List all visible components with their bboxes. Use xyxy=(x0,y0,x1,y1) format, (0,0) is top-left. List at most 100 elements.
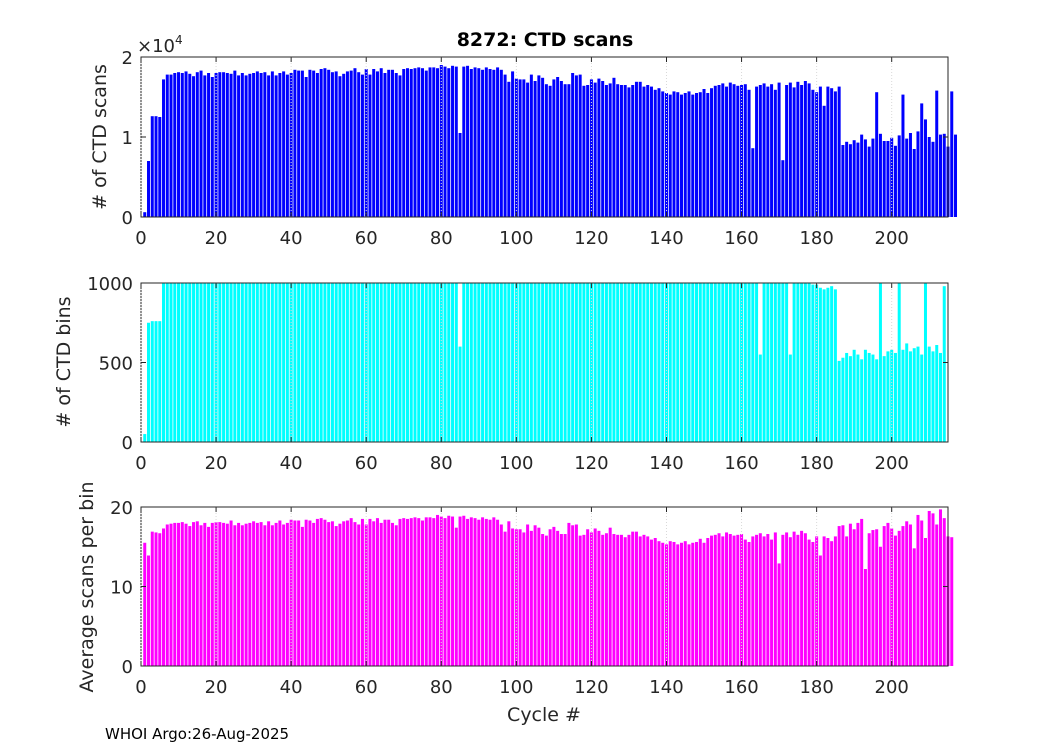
bar xyxy=(856,354,860,442)
bar xyxy=(390,522,394,666)
bar xyxy=(229,283,233,442)
bar xyxy=(387,283,391,442)
bar xyxy=(285,283,289,442)
bar xyxy=(248,283,252,442)
bar xyxy=(383,519,387,666)
y-tick-label: 1000 xyxy=(87,274,133,295)
bar xyxy=(623,537,627,666)
bar xyxy=(676,283,680,442)
bar xyxy=(710,88,714,217)
bar xyxy=(758,354,762,442)
bar xyxy=(285,74,289,217)
bar xyxy=(875,359,879,442)
bar xyxy=(466,65,470,217)
bar xyxy=(619,534,623,666)
bar xyxy=(608,527,612,666)
bar xyxy=(837,86,841,217)
bar xyxy=(518,283,522,442)
bar xyxy=(661,542,665,666)
bar xyxy=(222,72,226,217)
bar xyxy=(649,539,653,666)
bar xyxy=(409,283,413,442)
bar xyxy=(177,283,181,442)
x-tick-label: 80 xyxy=(430,453,453,474)
bar xyxy=(811,89,815,217)
x-tick-label: 100 xyxy=(499,228,533,249)
bar xyxy=(886,141,890,217)
bar xyxy=(454,283,458,442)
bar xyxy=(402,518,406,666)
bar xyxy=(773,283,777,442)
bar xyxy=(646,85,650,217)
bar xyxy=(184,523,188,666)
bar xyxy=(357,283,361,442)
bar xyxy=(567,283,571,442)
chart-title: 8272: CTD scans xyxy=(457,29,634,51)
x-tick-label: 200 xyxy=(875,453,909,474)
bar xyxy=(218,283,222,442)
bar xyxy=(169,283,173,442)
x-tick-label: 0 xyxy=(135,453,146,474)
bar xyxy=(353,522,357,666)
bar xyxy=(680,94,683,217)
bar xyxy=(248,73,252,217)
bar xyxy=(274,283,278,442)
bar xyxy=(203,522,207,666)
bar xyxy=(323,68,327,217)
x-tick-label: 140 xyxy=(649,677,683,698)
bar xyxy=(203,75,207,218)
x-tick-label: 180 xyxy=(799,453,833,474)
bar xyxy=(406,68,409,217)
bar xyxy=(522,79,526,218)
bar xyxy=(481,69,485,217)
bar xyxy=(901,349,905,442)
bar xyxy=(496,283,500,442)
bar xyxy=(357,524,361,666)
bar xyxy=(375,283,379,442)
axis-ticks: 0 20 40 60 80 100 120 140 160 180 200 0 1 2 xyxy=(122,48,948,249)
bar xyxy=(616,84,620,217)
bar xyxy=(334,283,338,442)
bar xyxy=(631,85,635,217)
bar xyxy=(364,524,368,666)
x-tick-label: 160 xyxy=(724,677,758,698)
bar xyxy=(886,522,890,666)
axis-ticks: 0 20 40 60 80 100 120 140 160 180 200 0 10 20 xyxy=(110,498,948,698)
bar xyxy=(180,522,184,666)
bar xyxy=(638,81,642,217)
bar xyxy=(477,68,481,217)
bar xyxy=(830,541,834,666)
bar xyxy=(743,539,747,666)
bar xyxy=(308,520,312,666)
bar xyxy=(905,138,909,217)
bar xyxy=(537,527,541,666)
bar xyxy=(601,81,605,217)
bar xyxy=(334,526,338,666)
bar xyxy=(462,515,466,666)
bar xyxy=(195,521,199,666)
bar xyxy=(364,69,368,217)
bar xyxy=(597,283,601,442)
x-tick-label: 160 xyxy=(724,228,758,249)
bar xyxy=(237,522,241,666)
panel-ctd-bins: 0 20 40 60 80 100 120 140 160 180 200 0 500 1000 # of… xyxy=(53,274,949,474)
bar xyxy=(360,74,364,217)
bar xyxy=(409,69,413,217)
bar xyxy=(736,85,740,217)
bar xyxy=(710,283,714,442)
bar xyxy=(342,73,346,217)
bar xyxy=(192,283,196,442)
bar xyxy=(556,77,560,217)
footer-credit: WHOI Argo:26-Aug-2025 xyxy=(105,725,290,743)
bar xyxy=(544,84,548,217)
bar xyxy=(642,534,646,666)
bar xyxy=(732,535,736,666)
bar xyxy=(818,86,822,217)
bar xyxy=(604,533,608,666)
bar xyxy=(698,283,702,442)
bar xyxy=(833,536,837,666)
bar xyxy=(451,65,455,217)
bar xyxy=(578,535,582,666)
bar xyxy=(623,283,627,442)
bar xyxy=(725,532,729,666)
